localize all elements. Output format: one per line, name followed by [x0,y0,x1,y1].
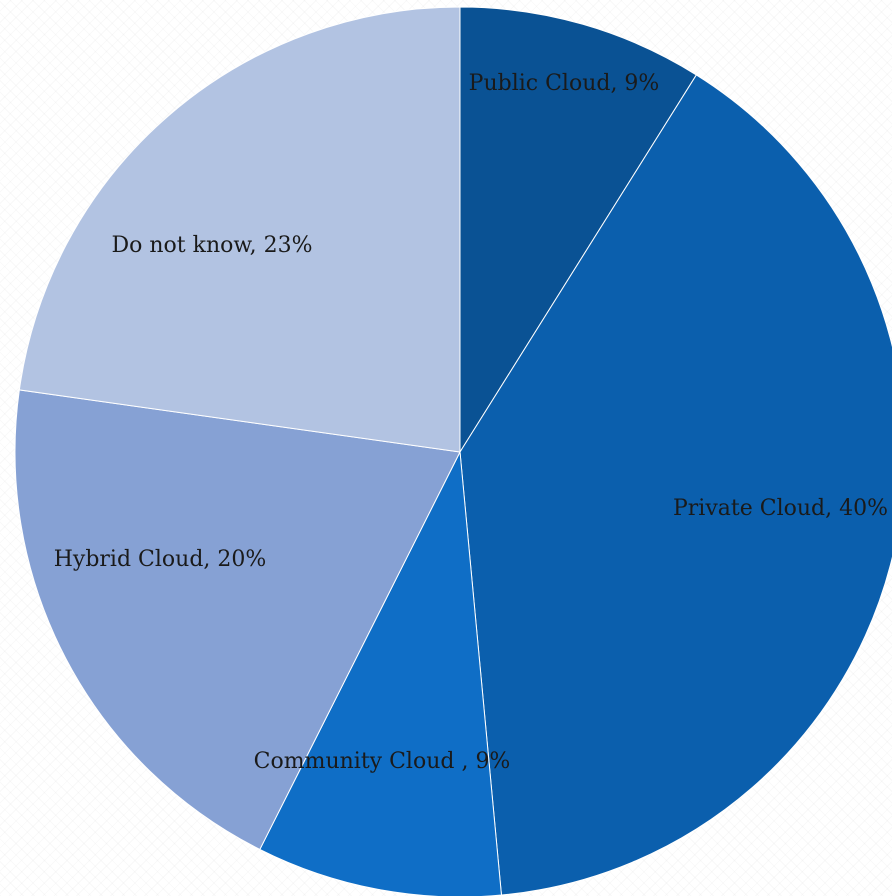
data-label-community-cloud: Community Cloud , 9% [254,749,511,774]
pie-slice-hybrid-cloud [14,389,461,851]
pie-slice-community-cloud [259,450,503,896]
data-label-do-not-know: Do not know, 23% [112,233,313,258]
pie-slices [14,6,892,896]
pie-slice-public-cloud [459,6,698,454]
pie-slice-private-cloud [459,74,892,896]
pie-slice-do-not-know [18,6,461,453]
data-label-private-cloud: Private Cloud, 40% [673,496,888,521]
data-label-public-cloud: Public Cloud, 9% [469,71,660,96]
data-label-hybrid-cloud: Hybrid Cloud, 20% [54,547,267,572]
pie-labels: Public Cloud, 9% Private Cloud, 40% Commun… [54,71,888,774]
